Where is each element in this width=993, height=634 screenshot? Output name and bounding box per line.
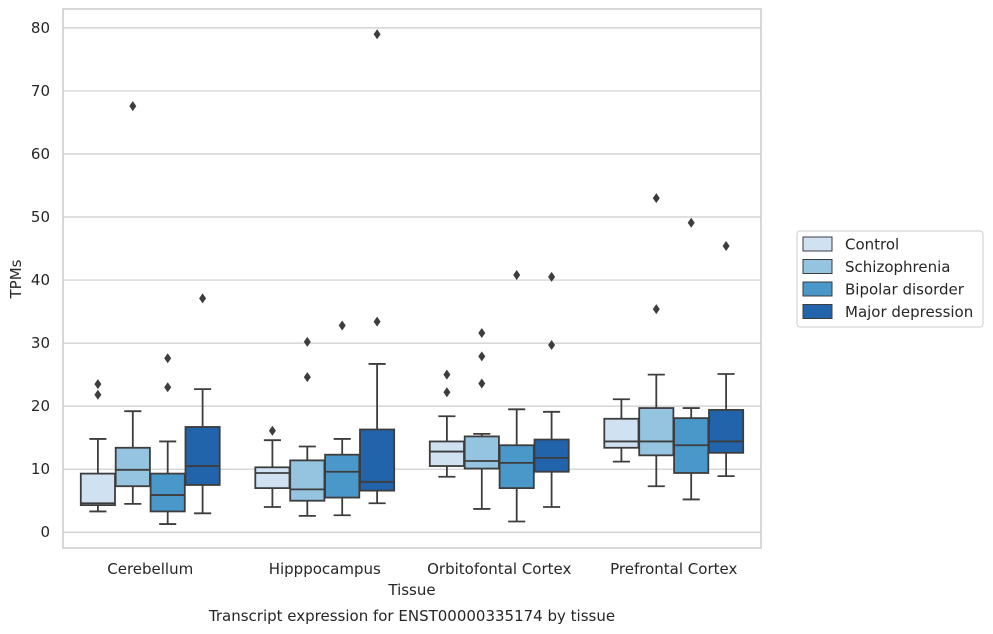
outlier-point	[478, 328, 486, 339]
box-body	[428, 440, 465, 467]
outlier-point	[548, 271, 556, 282]
legend-label: Control	[845, 236, 899, 254]
outlier-point	[94, 379, 102, 390]
box-bipolar-disorder	[673, 217, 710, 501]
outlier-point	[513, 270, 521, 281]
y-tick-label: 60	[31, 145, 50, 163]
outlier-point	[129, 101, 137, 112]
box-control	[603, 398, 640, 463]
y-axis-label: TPMs	[7, 259, 25, 299]
box-control	[79, 379, 116, 513]
chart-caption: Transcript expression for ENST0000033517…	[208, 607, 615, 625]
legend-label: Schizophrenia	[845, 258, 950, 276]
y-tick-label: 10	[31, 460, 50, 478]
box-body	[359, 428, 396, 492]
outlier-point	[338, 320, 346, 331]
outlier-point	[94, 389, 102, 400]
box-body	[463, 435, 500, 470]
box-schizophrenia	[114, 101, 151, 505]
box-body	[79, 472, 116, 507]
box-body	[708, 409, 745, 454]
box-schizophrenia	[289, 336, 326, 517]
box-bipolar-disorder	[498, 270, 535, 523]
x-tick-labels: Cerebellum Hipppocampus Orbitofontal Corte…	[107, 560, 737, 578]
box-major-depression	[359, 29, 396, 505]
box-bipolar-disorder	[324, 320, 361, 517]
box-body	[114, 446, 151, 488]
legend: Control Schizophrenia Bipolar disorder Majo…	[796, 230, 984, 328]
x-tick-label: Cerebellum	[107, 560, 193, 578]
outlier-point	[303, 372, 311, 383]
outlier-point	[303, 336, 311, 347]
y-tick-label: 70	[31, 82, 50, 100]
y-tick-label: 50	[31, 208, 50, 226]
outlier-point	[268, 425, 276, 436]
outlier-point	[652, 304, 660, 315]
legend-swatch	[802, 259, 833, 274]
outlier-point	[548, 340, 556, 351]
outlier-point	[164, 382, 172, 393]
box-body	[533, 438, 570, 473]
outlier-point	[373, 316, 381, 327]
x-tick-label: Hipppocampus	[269, 560, 381, 578]
box-body	[324, 453, 361, 499]
legend-swatch	[802, 236, 833, 252]
box-plot-marks	[79, 29, 745, 525]
outlier-point	[478, 378, 486, 389]
box-body	[638, 407, 675, 457]
legend-label: Bipolar disorder	[845, 281, 965, 299]
outlier-point	[722, 241, 730, 252]
box-schizophrenia	[463, 328, 500, 510]
outlier-point	[443, 369, 451, 380]
grid-lines	[63, 27, 761, 533]
x-tick-label: Prefrontal Cortex	[610, 560, 737, 578]
legend-swatch	[802, 281, 833, 297]
box-schizophrenia	[638, 193, 675, 488]
box-body	[289, 459, 326, 502]
x-tick-label: Orbitofontal Cortex	[427, 560, 571, 578]
y-tick-label: 80	[31, 19, 50, 37]
y-tick-labels: 0 10 20 30 40 50 60 70 80	[31, 19, 50, 541]
box-major-depression	[708, 241, 745, 478]
outlier-point	[373, 29, 381, 40]
plot-frame	[62, 8, 762, 549]
box-body	[603, 417, 640, 449]
outlier-point	[199, 293, 207, 304]
legend-label: Major depression	[845, 303, 973, 321]
box-major-depression	[184, 293, 221, 515]
legend-frame	[796, 230, 984, 328]
box-bipolar-disorder	[149, 353, 186, 525]
y-tick-label: 40	[31, 271, 50, 289]
outlier-point	[164, 353, 172, 364]
x-axis-label: Tissue	[387, 581, 435, 599]
y-tick-label: 30	[31, 334, 50, 352]
box-body	[254, 466, 291, 490]
outlier-point	[443, 387, 451, 398]
outlier-point	[478, 351, 486, 362]
y-tick-label: 20	[31, 397, 50, 415]
outlier-point	[687, 217, 695, 228]
y-tick-label: 0	[40, 523, 50, 541]
legend-swatch	[802, 304, 833, 319]
box-major-depression	[533, 271, 570, 508]
box-body	[498, 444, 535, 490]
box-control	[428, 369, 465, 478]
outlier-point	[652, 193, 660, 204]
box-body	[184, 426, 221, 486]
box-body	[149, 472, 186, 513]
box-control	[254, 425, 291, 508]
